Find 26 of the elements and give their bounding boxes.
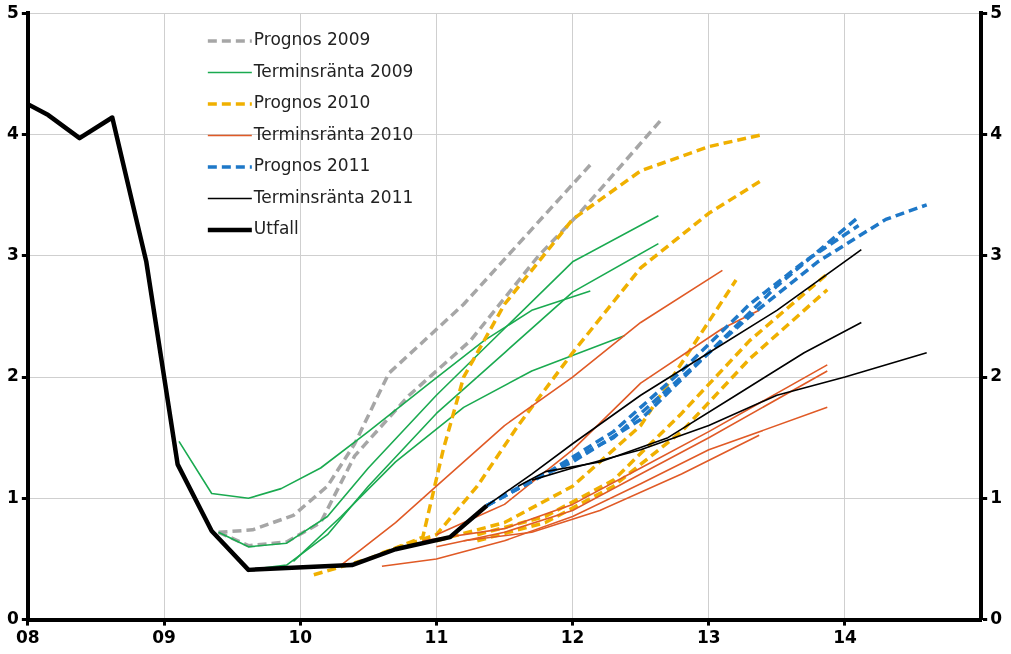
y-tick-label: 3 bbox=[6, 244, 19, 265]
legend-label: Utfall bbox=[253, 218, 299, 239]
x-tick-label: 10 bbox=[288, 627, 313, 648]
x-tick-label: 12 bbox=[560, 627, 585, 648]
y2-tick-label: 5 bbox=[990, 1, 1003, 22]
y2-tick-label: 1 bbox=[990, 486, 1003, 507]
legend-label: Prognos 2009 bbox=[253, 29, 371, 50]
x-tick-label: 09 bbox=[152, 627, 176, 648]
x-tick-label: 11 bbox=[424, 627, 449, 648]
y-tick-label: 1 bbox=[6, 486, 19, 507]
y-tick-label: 4 bbox=[6, 122, 19, 143]
legend-label: Prognos 2010 bbox=[253, 92, 371, 113]
legend-label: Terminsränta 2009 bbox=[252, 60, 414, 81]
y2-tick-label: 3 bbox=[990, 244, 1003, 265]
y-tick-label: 0 bbox=[6, 608, 19, 629]
legend-label: Prognos 2011 bbox=[253, 155, 371, 176]
x-tick-label: 13 bbox=[696, 627, 721, 648]
x-tick-label: 14 bbox=[833, 627, 857, 648]
y2-tick-label: 2 bbox=[990, 365, 1003, 386]
y2-tick-label: 0 bbox=[990, 608, 1003, 629]
y-tick-label: 2 bbox=[6, 365, 19, 386]
legend-label: Terminsränta 2010 bbox=[252, 123, 414, 144]
y-tick-label: 5 bbox=[6, 1, 19, 22]
legend-label: Terminsränta 2011 bbox=[252, 186, 414, 207]
x-tick-label: 08 bbox=[15, 627, 40, 648]
y2-tick-label: 4 bbox=[990, 122, 1003, 143]
